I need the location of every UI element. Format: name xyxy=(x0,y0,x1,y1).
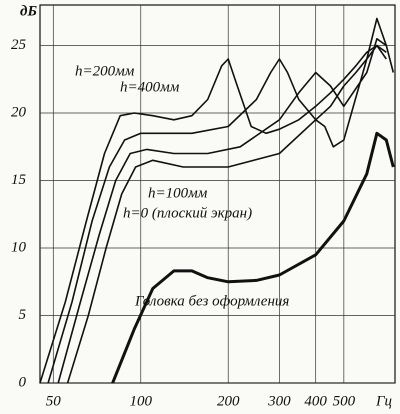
y-tick-label: 20 xyxy=(11,104,27,120)
x-tick-label: 200 xyxy=(217,393,240,409)
series-label: Головка без оформления xyxy=(134,293,289,309)
line xyxy=(57,38,387,384)
x-tick-label: 50 xyxy=(46,393,62,409)
series-label: h=400мм xyxy=(120,79,180,95)
y-tick-label: 0 xyxy=(19,374,27,390)
line xyxy=(66,17,395,384)
y-tick-label: 5 xyxy=(19,307,27,323)
x-tick-label: 400 xyxy=(304,393,327,409)
line xyxy=(39,44,387,384)
y-axis-label: дБ xyxy=(20,3,37,19)
line xyxy=(111,131,395,384)
x-tick-label: 100 xyxy=(130,393,153,409)
series-label: h=200мм xyxy=(75,63,135,79)
line xyxy=(47,44,387,384)
x-axis-label: Гц xyxy=(375,393,392,409)
y-tick-label: 15 xyxy=(11,172,27,188)
series-label: h=0 (плоский экран) xyxy=(123,205,252,221)
series-label: h=100мм xyxy=(148,185,208,201)
x-tick-label: 300 xyxy=(267,393,291,409)
y-tick-label: 10 xyxy=(11,239,27,255)
x-tick-label: 500 xyxy=(333,393,356,409)
y-tick-label: 25 xyxy=(11,37,27,53)
